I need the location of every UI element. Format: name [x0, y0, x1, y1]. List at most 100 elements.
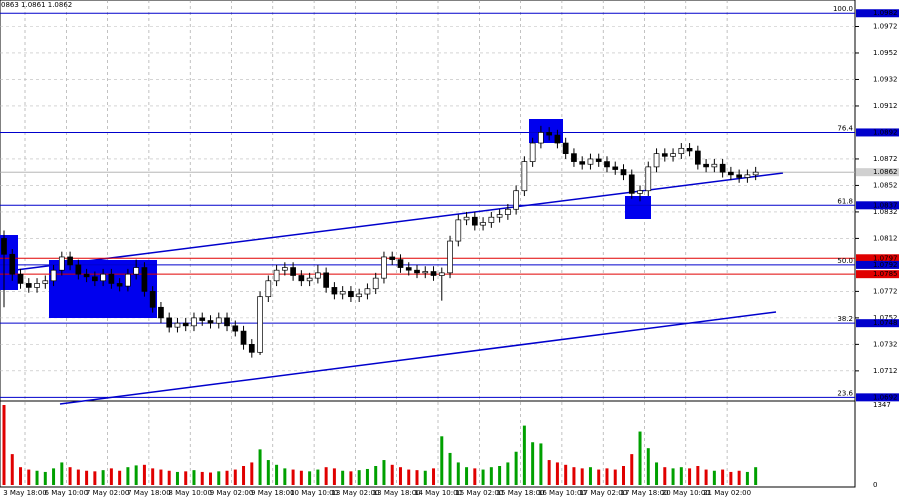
candle-body — [67, 256, 73, 266]
x-tick-label: 10 May 10:00 — [290, 489, 338, 497]
candle-body — [34, 283, 40, 288]
candle-body — [579, 161, 586, 165]
fib-label: 38.2 — [837, 315, 853, 323]
candle-body — [661, 153, 668, 157]
y-tick-label: 1.0752 — [873, 314, 898, 322]
y-tick-label: 1.0972 — [873, 22, 898, 30]
y-tick-label: 1.0872 — [873, 155, 898, 163]
price-label: 1.0692 — [873, 393, 898, 401]
candle-body — [678, 147, 685, 154]
candle-body — [744, 174, 751, 178]
fib-label: 23.6 — [837, 389, 853, 397]
candle-body — [637, 190, 643, 194]
channel-lower — [59, 311, 777, 405]
price-label-box — [856, 254, 899, 263]
price-label-box — [856, 260, 899, 269]
x-tick-label: 9 May 02:00 — [210, 489, 254, 497]
candle-body — [595, 158, 602, 162]
fib-label: 100.0 — [833, 5, 853, 13]
candle-body — [521, 161, 528, 192]
price-label: 1.0892 — [873, 128, 898, 136]
x-tick-label: 14 May 10:00 — [414, 489, 462, 497]
candle-body — [703, 163, 709, 168]
candle-body — [273, 269, 280, 282]
candle-body — [298, 275, 305, 282]
fib-label: 61.8 — [837, 197, 853, 205]
candle-body — [75, 264, 82, 275]
x-tick-label: 7 May 02:00 — [86, 489, 130, 497]
candle-body — [389, 256, 396, 260]
y-tick-label: 1.0852 — [873, 181, 898, 189]
candle-body — [339, 291, 346, 295]
candle-body — [571, 153, 577, 162]
candle-body — [9, 253, 16, 275]
price-label: 1.0785 — [873, 270, 898, 278]
candle-body — [529, 142, 536, 162]
price-label: 1.0797 — [873, 254, 898, 262]
candle-body — [562, 142, 569, 154]
candle-body — [694, 150, 701, 165]
candle-body — [422, 271, 429, 274]
candle-body — [587, 158, 594, 165]
candle-body — [628, 174, 635, 194]
candle-body — [711, 163, 718, 168]
price-label: 1.0792 — [873, 261, 898, 269]
x-tick-label: 20 May 10:00 — [662, 489, 710, 497]
candle-body — [240, 330, 247, 345]
candle-body — [736, 174, 742, 178]
candle-body — [554, 134, 561, 144]
x-tick-label: 21 May 02:00 — [703, 489, 751, 497]
candle-body — [281, 267, 288, 271]
candle-body — [463, 216, 470, 221]
price-label-box — [856, 168, 899, 177]
candle-body — [265, 280, 272, 298]
candle-body — [248, 344, 255, 353]
candle-body — [438, 272, 445, 276]
candle-body — [538, 132, 544, 144]
volume-tick-label: 0 — [873, 481, 877, 489]
candle-body — [100, 273, 106, 282]
candle-body — [58, 256, 65, 271]
candle-body — [174, 322, 181, 328]
x-tick-label: 7 May 18:00 — [127, 489, 171, 497]
candle-body — [1, 238, 7, 255]
candle-body — [513, 190, 519, 210]
candle-body — [141, 267, 148, 292]
candle-body — [364, 288, 371, 295]
candle-body — [125, 273, 131, 287]
candle-body — [17, 273, 24, 284]
candle-body — [215, 317, 222, 324]
candle-body — [405, 267, 412, 271]
candle-body — [348, 291, 354, 298]
candle-body — [604, 161, 610, 168]
price-label-box — [856, 319, 899, 328]
candle-body — [670, 153, 676, 157]
candle-body — [331, 287, 338, 295]
plot-frame — [0, 0, 856, 488]
candle-body — [83, 273, 90, 278]
x-tick-label: 17 May 02:00 — [579, 489, 627, 497]
fib-label: 50.0 — [837, 257, 853, 265]
x-tick-label: 16 May 10:00 — [538, 489, 586, 497]
channel-upper — [0, 172, 784, 273]
x-tick-label: 6 May 10:00 — [45, 489, 89, 497]
candle-body — [455, 219, 462, 242]
candle-body — [372, 277, 379, 290]
candle-body — [752, 171, 759, 176]
candle-body — [149, 291, 156, 308]
y-tick-label: 1.0732 — [873, 340, 898, 348]
candle-body — [471, 216, 478, 226]
x-tick-label: 17 May 18:00 — [620, 489, 668, 497]
candle-body — [224, 317, 230, 327]
candle-body — [447, 240, 453, 274]
candle-body — [25, 283, 32, 288]
candle-body — [306, 277, 313, 282]
fib-label: 76.4 — [837, 124, 853, 132]
x-tick-label: 13 May 18:00 — [373, 489, 421, 497]
candle-body — [290, 267, 296, 276]
x-tick-label: 8 May 10:00 — [168, 489, 212, 497]
candle-body — [232, 325, 239, 332]
candle-body — [257, 296, 263, 353]
candle-body — [414, 269, 420, 274]
candle-body — [612, 166, 619, 170]
